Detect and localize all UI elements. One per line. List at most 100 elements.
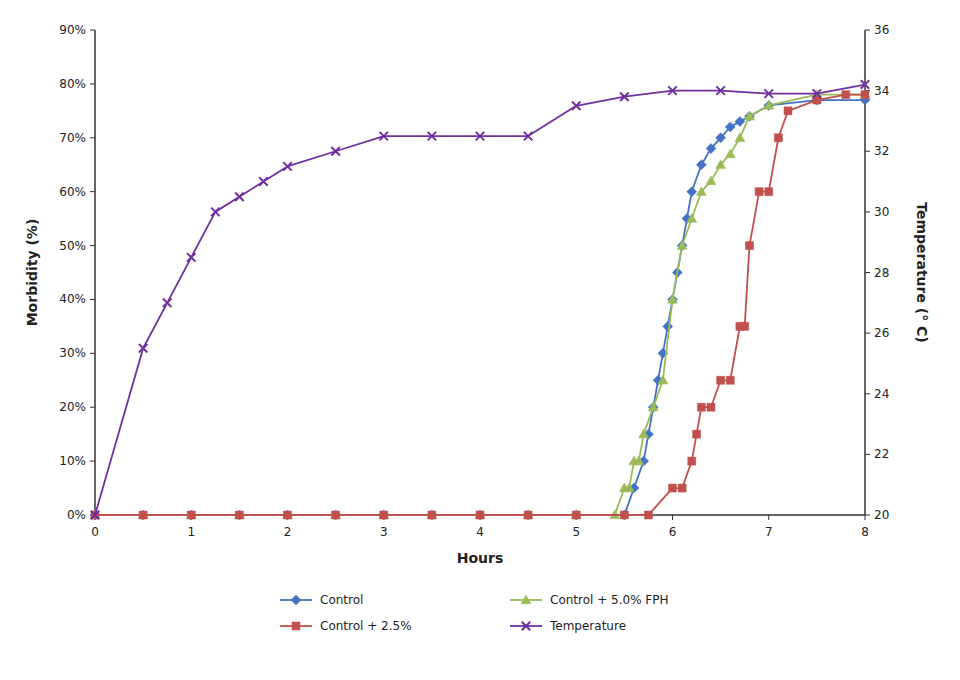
point	[428, 511, 436, 519]
x-tick-label: 7	[765, 525, 773, 539]
point	[668, 86, 677, 95]
y2-tick	[865, 454, 870, 455]
series	[90, 95, 870, 520]
point	[693, 430, 701, 438]
point	[696, 187, 706, 196]
y2-tick	[865, 151, 870, 152]
point	[234, 510, 244, 519]
point	[677, 241, 687, 250]
y2-tick-label: 30	[874, 205, 889, 219]
point	[764, 100, 774, 109]
point	[571, 510, 581, 520]
point	[90, 510, 100, 520]
point	[620, 92, 629, 101]
point	[842, 91, 850, 99]
y-tick	[90, 83, 95, 84]
point	[813, 89, 822, 98]
point	[427, 510, 437, 519]
point	[765, 89, 774, 98]
y-tick	[90, 299, 95, 300]
y-tick-label: 40%	[59, 292, 86, 306]
x-tick-label: 1	[187, 525, 195, 539]
point	[283, 510, 293, 519]
legend-label: Temperature	[549, 619, 626, 633]
series-line	[95, 85, 865, 515]
x-tick-label: 6	[669, 525, 677, 539]
point	[187, 511, 195, 519]
series-line	[95, 100, 865, 515]
plot-data	[90, 80, 870, 520]
legend: ControlControl + 5.0% FPHControl + 2.5%T…	[280, 593, 669, 633]
point	[187, 253, 196, 262]
point	[696, 160, 706, 170]
point	[707, 403, 715, 411]
point	[687, 187, 697, 197]
point	[668, 294, 678, 303]
point	[639, 429, 649, 438]
point	[379, 510, 389, 519]
y-tick-label: 30%	[59, 346, 86, 360]
point	[687, 214, 697, 223]
point	[619, 510, 629, 520]
x-axis-label: Hours	[457, 550, 504, 566]
point	[716, 86, 725, 95]
x-tick-label: 3	[380, 525, 388, 539]
point	[658, 375, 668, 384]
y2-tick-label: 34	[874, 84, 889, 98]
point	[523, 510, 533, 519]
x-tick-label: 5	[572, 525, 580, 539]
point	[688, 457, 696, 465]
point	[427, 510, 437, 520]
point	[861, 80, 870, 89]
point	[624, 483, 634, 492]
x-tick-label: 2	[284, 525, 292, 539]
y2-tick-label: 26	[874, 326, 889, 340]
point	[163, 299, 172, 308]
point	[186, 510, 196, 520]
point	[648, 402, 658, 412]
y-tick-label: 90%	[59, 23, 86, 37]
point	[725, 122, 735, 132]
legend-item: Control + 5.0% FPH	[510, 593, 669, 607]
legend-item: Temperature	[510, 619, 626, 633]
axes: 0123456780%10%20%30%40%50%60%70%80%90%20…	[59, 23, 889, 539]
point	[283, 510, 293, 520]
point	[735, 133, 745, 142]
y-tick	[90, 191, 95, 192]
point	[476, 132, 485, 141]
series	[91, 80, 870, 519]
point	[745, 111, 755, 120]
y2-tick-label: 20	[874, 508, 889, 522]
legend-label: Control + 5.0% FPH	[550, 593, 669, 607]
point	[697, 403, 705, 411]
y-tick	[90, 353, 95, 354]
point	[663, 321, 673, 331]
y2-tick	[865, 393, 870, 394]
series-line	[95, 95, 865, 515]
point	[523, 510, 533, 520]
y2-tick-label: 22	[874, 447, 889, 461]
point	[475, 510, 485, 520]
point	[332, 511, 340, 519]
point	[716, 133, 726, 143]
y2-tick-label: 28	[874, 266, 889, 280]
y-tick-label: 70%	[59, 131, 86, 145]
y2-tick-label: 24	[874, 387, 889, 401]
point	[331, 510, 341, 519]
point	[774, 134, 782, 142]
point	[726, 376, 734, 384]
y-tick	[90, 461, 95, 462]
legend-label: Control	[320, 593, 363, 607]
point	[90, 510, 100, 519]
legend-marker	[292, 622, 300, 630]
y-tick	[90, 137, 95, 138]
point	[648, 402, 658, 411]
point	[669, 484, 677, 492]
point	[476, 511, 484, 519]
point	[138, 510, 148, 519]
y2-tick	[865, 272, 870, 273]
point	[235, 511, 243, 519]
y-tick-label: 20%	[59, 400, 86, 414]
y-tick-label: 0%	[67, 508, 86, 522]
y2-axis-label: Temperature (° C)	[914, 202, 930, 343]
